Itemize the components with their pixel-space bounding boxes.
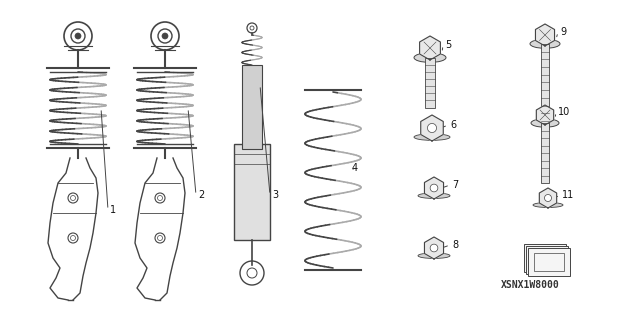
Polygon shape xyxy=(420,115,444,141)
Polygon shape xyxy=(420,36,440,60)
Circle shape xyxy=(545,195,552,202)
Bar xyxy=(234,144,270,240)
Circle shape xyxy=(428,123,436,133)
Circle shape xyxy=(430,244,438,252)
Text: 5: 5 xyxy=(445,40,451,50)
Text: 2: 2 xyxy=(198,190,204,200)
Polygon shape xyxy=(540,188,557,208)
Circle shape xyxy=(75,33,81,39)
Text: 11: 11 xyxy=(562,190,574,200)
Text: 1: 1 xyxy=(110,205,116,215)
Text: XSNX1W8000: XSNX1W8000 xyxy=(500,280,559,290)
Text: 9: 9 xyxy=(560,27,566,37)
Bar xyxy=(425,58,435,108)
Ellipse shape xyxy=(533,203,563,207)
Bar xyxy=(541,44,549,129)
Text: 8: 8 xyxy=(452,240,458,250)
Text: 6: 6 xyxy=(450,120,456,130)
Bar xyxy=(242,65,262,149)
Bar xyxy=(534,253,564,271)
Circle shape xyxy=(162,33,168,39)
Polygon shape xyxy=(536,105,554,125)
Bar xyxy=(528,248,570,276)
Text: 7: 7 xyxy=(452,180,458,190)
Ellipse shape xyxy=(418,193,450,198)
Ellipse shape xyxy=(530,39,560,48)
Circle shape xyxy=(430,184,438,192)
Ellipse shape xyxy=(418,253,450,258)
Polygon shape xyxy=(424,177,444,199)
Text: 4: 4 xyxy=(352,163,358,173)
Bar xyxy=(526,246,568,274)
Text: 3: 3 xyxy=(272,190,278,200)
Ellipse shape xyxy=(414,53,446,63)
Ellipse shape xyxy=(531,119,559,127)
Bar xyxy=(524,244,566,272)
Polygon shape xyxy=(424,237,444,259)
Text: 10: 10 xyxy=(558,107,570,117)
Bar xyxy=(541,123,549,183)
Ellipse shape xyxy=(414,134,450,140)
Polygon shape xyxy=(536,24,554,46)
